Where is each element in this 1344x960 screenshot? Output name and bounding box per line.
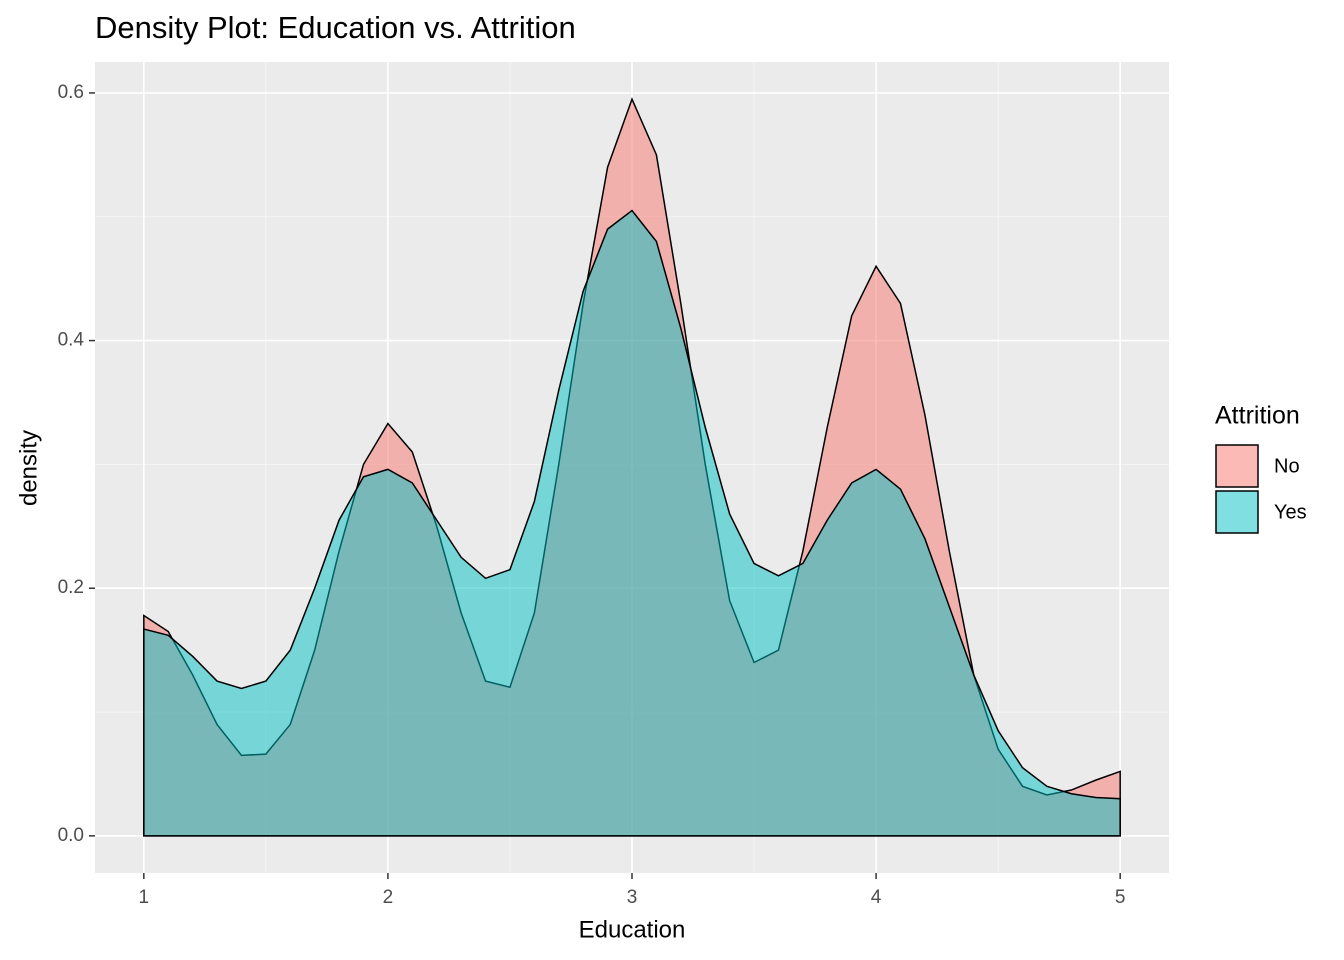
- y-tick-label: 0.0: [58, 825, 84, 846]
- x-tick-label: 3: [627, 887, 638, 908]
- legend-label: Yes: [1274, 501, 1307, 523]
- x-tick-label: 5: [1115, 887, 1126, 908]
- density-area: [143, 209, 1121, 837]
- y-axis-label: density: [15, 430, 42, 506]
- x-tick-label: 2: [383, 887, 394, 908]
- legend-key: [1215, 444, 1259, 488]
- x-axis-label: Education: [579, 916, 686, 943]
- legend-key: [1215, 490, 1259, 534]
- legend-label: No: [1274, 455, 1300, 477]
- y-tick-label: 0.4: [58, 330, 85, 351]
- y-tick-label: 0.2: [58, 577, 84, 598]
- x-tick-label: 4: [871, 887, 882, 908]
- legend-title: Attrition: [1215, 402, 1300, 430]
- x-tick-label: 1: [139, 887, 150, 908]
- areas: [143, 97, 1121, 837]
- chart-title: Density Plot: Education vs. Attrition: [95, 10, 576, 45]
- y-tick-label: 0.6: [58, 82, 84, 103]
